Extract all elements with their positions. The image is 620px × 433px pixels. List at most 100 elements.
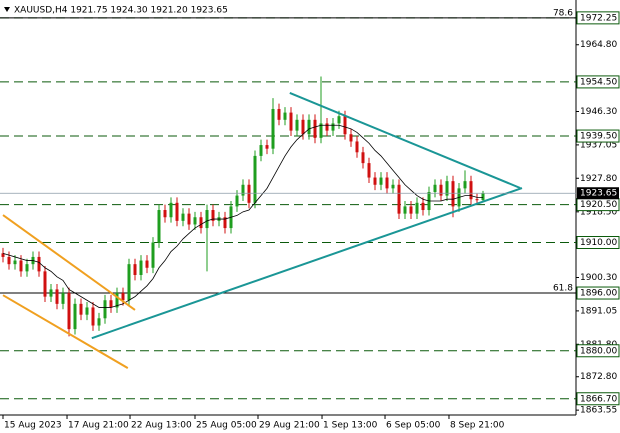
candle-body — [193, 217, 197, 225]
candle-body — [463, 181, 467, 189]
candle-body — [169, 202, 173, 218]
candle-body — [73, 303, 77, 330]
candle-body — [367, 163, 371, 178]
x-tick-label: 8 Sep 21:00 — [450, 421, 505, 431]
candle-body — [337, 116, 341, 124]
candle-body — [151, 242, 155, 268]
candle-body — [301, 119, 305, 135]
y-tick-label: 1937.05 — [580, 140, 617, 150]
y-tick-label: 1891.05 — [580, 306, 617, 316]
level-label-box — [576, 129, 620, 143]
candle-body — [397, 184, 401, 214]
y-tick-label: 1964.80 — [580, 40, 617, 50]
level-label: 1910.00 — [580, 238, 617, 248]
y-tick-label: 1927.80 — [580, 174, 617, 184]
candle-body — [187, 213, 191, 225]
candle-body — [199, 217, 203, 229]
candle-body — [451, 181, 455, 207]
candle-body — [163, 210, 167, 218]
candle-body — [253, 155, 257, 203]
candle-body — [115, 293, 119, 308]
candle-body — [13, 260, 17, 265]
candle-body — [355, 141, 359, 153]
candle-body — [133, 264, 137, 275]
y-tick-label: 1900.30 — [580, 273, 617, 283]
trendline — [2, 294, 129, 369]
level-label: 1896.00 — [580, 289, 617, 299]
candle-body — [79, 303, 83, 315]
candle-body — [55, 289, 59, 304]
x-tick-label: 25 Aug 05:00 — [196, 421, 257, 431]
y-tick-label: 1872.80 — [580, 372, 617, 382]
trendline — [2, 214, 136, 311]
candle-body — [445, 181, 449, 196]
menu-arrow[interactable] — [4, 7, 10, 12]
chart-header: XAUUSD,H4 1921.75 1924.30 1921.20 1923.6… — [14, 6, 228, 16]
candle-body — [103, 300, 107, 319]
candle-body — [91, 307, 95, 326]
fib-label: 78.6 — [553, 8, 573, 18]
candle-body — [43, 271, 47, 297]
x-tick-label: 1 Sep 13:00 — [323, 421, 378, 431]
candle-body — [415, 202, 419, 214]
candle-body — [259, 145, 263, 156]
level-label-box — [576, 236, 620, 250]
candle-body — [277, 108, 281, 120]
candle-body — [475, 199, 479, 201]
candle-body — [319, 123, 323, 138]
candle-body — [61, 293, 65, 304]
candle-body — [121, 293, 125, 301]
x-tick-label: 29 Aug 21:00 — [259, 421, 320, 431]
x-tick-label: 17 Aug 21:00 — [68, 421, 129, 431]
level-label: 1880.00 — [580, 346, 617, 356]
candle-body — [271, 108, 275, 149]
candle-body — [283, 112, 287, 120]
candle-body — [379, 177, 383, 185]
level-label: 1920.50 — [580, 200, 617, 210]
candle-body — [439, 184, 443, 196]
candle-body — [325, 123, 329, 131]
level-label: 1972.25 — [580, 13, 617, 23]
candle-body — [85, 307, 89, 315]
candle-body — [175, 202, 179, 221]
candle-body — [349, 134, 353, 142]
candle-body — [49, 289, 53, 297]
candle-body — [313, 119, 317, 138]
moving-average — [2, 124, 483, 308]
candle-body — [181, 213, 185, 221]
current-price-label: 1923.65 — [580, 189, 617, 199]
level-label: 1954.50 — [580, 77, 617, 87]
level-label-box — [576, 344, 620, 358]
candle-body — [211, 210, 215, 221]
candle-body — [433, 184, 437, 192]
candle-body — [7, 256, 11, 265]
candle-body — [385, 177, 389, 189]
candle-body — [361, 152, 365, 164]
candle-body — [139, 260, 143, 275]
candle-body — [1, 253, 5, 257]
trendline — [289, 91, 521, 189]
y-tick-label: 1863.55 — [580, 406, 617, 416]
candle-body — [241, 184, 245, 196]
candle-body — [223, 217, 227, 229]
candle-body — [205, 210, 209, 229]
fib-label: 61.8 — [553, 284, 573, 294]
candle-body — [421, 202, 425, 211]
candle-body — [469, 181, 473, 200]
candle-body — [307, 119, 311, 135]
candle-body — [19, 260, 23, 272]
candle-body — [97, 318, 101, 326]
candle-body — [157, 210, 161, 243]
level-label-box — [576, 11, 620, 25]
candle-body — [247, 184, 251, 203]
candle-body — [265, 145, 269, 149]
candle-body — [481, 193, 485, 201]
y-tick-label: 1946.30 — [580, 107, 617, 117]
candle-body — [145, 260, 149, 268]
level-label: 1866.70 — [580, 394, 617, 404]
candle-body — [25, 264, 29, 272]
candle-body — [409, 206, 413, 214]
x-tick-label: 22 Aug 13:00 — [131, 421, 192, 431]
